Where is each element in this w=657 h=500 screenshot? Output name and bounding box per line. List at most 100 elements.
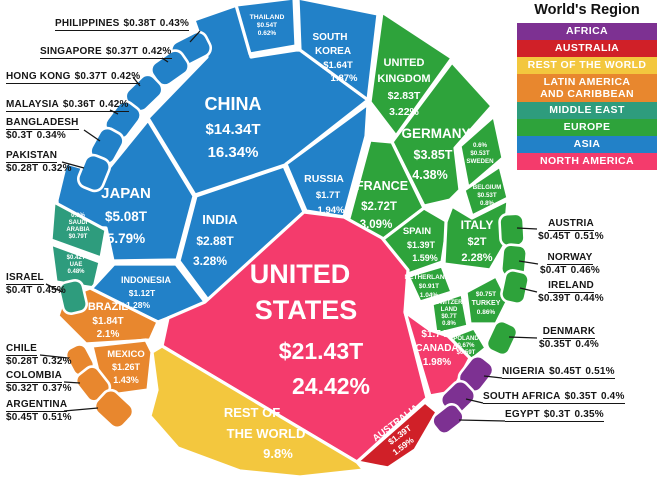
- legend-label-middle-east: MIDDLE EAST: [549, 104, 625, 117]
- cell-denmark: [485, 319, 519, 357]
- label-israel: ISRAEL $0.4T 0.45%: [6, 272, 66, 297]
- netherlands-share-label: 1.04%: [420, 292, 439, 299]
- switzerland-name-label-2: LAND: [441, 307, 458, 313]
- argentina-name: ARGENTINA: [6, 399, 68, 412]
- pointer-philippines: [189, 30, 201, 43]
- indonesia-name-label: INDONESIA: [121, 275, 172, 285]
- legend-label-rest-of-world: REST OF THE WORLD: [527, 59, 647, 72]
- colombia-name: COLOMBIA: [6, 370, 63, 383]
- pakistan-name: PAKISTAN: [6, 150, 58, 163]
- cell-sweden: [458, 114, 505, 190]
- russia-value-label: $1.7T: [316, 190, 340, 201]
- saudi-arabia-value-label: $0.79T: [69, 234, 88, 240]
- uk-value-label: $2.83T: [388, 90, 421, 102]
- uae-share-label: 0.48%: [67, 269, 85, 275]
- label-chile: CHILE $0.28T 0.32%: [6, 343, 72, 368]
- legend-label-latin-america: LATIN AMERICA AND CARIBBEAN: [540, 75, 634, 101]
- netherlands-value-label: $0.91T: [419, 283, 439, 290]
- turkey-name-label: TURKEY: [472, 300, 501, 307]
- pointer-bangladesh: [83, 129, 101, 142]
- pointer-egypt: [458, 419, 506, 422]
- mexico-value-label: $1.26T: [112, 362, 141, 372]
- cell-switzerland: [430, 292, 470, 336]
- singapore-share: 0.42%: [142, 46, 172, 57]
- thailand-name-label: THAILAND: [250, 14, 285, 21]
- saudi-arabia-share-label: 0.9%: [71, 213, 85, 219]
- spain-name-label: SPAIN: [403, 226, 431, 237]
- label-bangladesh: BANGLADESH $0.3T 0.34%: [6, 117, 79, 142]
- cell-israel: [58, 279, 88, 315]
- brazil-value-label: $1.84T: [92, 316, 123, 327]
- germany-name-label: GERMANY: [401, 126, 470, 141]
- thailand-value-label: $0.54T: [257, 22, 277, 29]
- cell-pakistan: [76, 153, 112, 193]
- label-ireland: IRELAND $0.39T 0.44%: [537, 280, 605, 305]
- usa-name-label-1: UNITED: [250, 259, 351, 289]
- israel-value: $0.4T: [6, 285, 33, 296]
- cell-australia: [355, 400, 439, 470]
- label-norway: NORWAY $0.4T 0.46%: [538, 252, 602, 277]
- legend-label-asia: ASIA: [573, 138, 601, 151]
- argentina-share: 0.51%: [42, 412, 72, 423]
- egypt-share: 0.35%: [574, 409, 604, 420]
- denmark-name: DENMARK: [542, 326, 596, 339]
- brazil-name-label: BRAZIL: [88, 301, 129, 313]
- egypt-value: $0.3T: [543, 409, 571, 420]
- norway-name: NORWAY: [547, 252, 593, 265]
- usa-share-label: 24.42%: [292, 373, 370, 399]
- spain-share-label: 1.59%: [412, 253, 438, 263]
- sweden-share-label: 0.6%: [473, 142, 488, 149]
- israel-name: ISRAEL: [6, 272, 44, 285]
- indonesia-share-label: 1.28%: [126, 300, 151, 310]
- cell-netherlands: [406, 264, 454, 304]
- hong-kong-share: 0.42%: [110, 71, 141, 82]
- japan-name-label: JAPAN: [101, 185, 151, 202]
- pointer-colombia: [63, 381, 81, 384]
- legend-item-australia: AUSTRALIA: [517, 40, 657, 57]
- mexico-name-label: MEXICO: [107, 349, 144, 360]
- indonesia-value-label: $1.12T: [129, 288, 156, 298]
- nigeria-name: NIGERIA: [502, 366, 546, 377]
- bangladesh-name: BANGLADESH: [6, 117, 79, 130]
- legend-item-latin-america: LATIN AMERICA AND CARIBBEAN: [517, 74, 657, 102]
- switzerland-value-label: $0.7T: [441, 314, 457, 320]
- south-korea-name-label-2: KOREA: [315, 46, 351, 57]
- switzerland-share-label: 0.8%: [442, 321, 456, 327]
- label-singapore: SINGAPORE $0.37T 0.42%: [40, 46, 172, 59]
- legend-item-asia: ASIA: [517, 136, 657, 153]
- sweden-value-label: $0.53T: [470, 150, 489, 157]
- poland-name-label: POLAND: [453, 336, 479, 342]
- label-philippines: PHILIPPINES $0.38T 0.43%: [55, 18, 190, 31]
- china-share-label: 16.34%: [208, 144, 259, 161]
- bangladesh-value: $0.3T: [6, 130, 33, 141]
- india-name-label: INDIA: [202, 212, 238, 227]
- cell-united-kingdom: [368, 10, 454, 138]
- malaysia-share: 0.42%: [99, 99, 129, 110]
- canada-value-label: $1.74T: [421, 329, 452, 340]
- label-denmark: DENMARK $0.35T 0.4%: [537, 326, 601, 351]
- nigeria-share: 0.51%: [585, 366, 615, 377]
- india-value-label: $2.88T: [196, 234, 234, 248]
- canada-share-label: 1.98%: [423, 357, 451, 368]
- belgium-value-label: $0.53T: [477, 192, 496, 199]
- south-africa-share: 0.4%: [600, 391, 625, 402]
- france-name-label: FRANCE: [356, 179, 408, 193]
- philippines-share: 0.43%: [159, 18, 190, 29]
- uae-value-label: $0.42T: [67, 255, 86, 261]
- pointer-denmark: [508, 336, 538, 339]
- pointer-argentina: [63, 407, 99, 412]
- saudi-arabia-name-label-1: SAUDI: [69, 220, 88, 226]
- usa-value-label: $21.43T: [279, 338, 363, 364]
- legend-title: World's Region: [534, 2, 640, 18]
- bangladesh-share: 0.34%: [36, 130, 66, 141]
- egypt-name: EGYPT: [505, 409, 540, 420]
- cell-rest-of-world: [148, 344, 366, 479]
- japan-share-label: 5.79%: [107, 231, 145, 246]
- pointer-south-africa: [465, 398, 484, 404]
- south-korea-name-label-1: SOUTH: [313, 32, 348, 43]
- norway-value: $0.4T: [540, 265, 567, 276]
- singapore-name: SINGAPORE: [40, 46, 102, 57]
- pakistan-value: $0.28T: [6, 163, 39, 174]
- pointer-chile: [39, 354, 69, 359]
- uk-name-label-2: KINGDOM: [377, 73, 430, 85]
